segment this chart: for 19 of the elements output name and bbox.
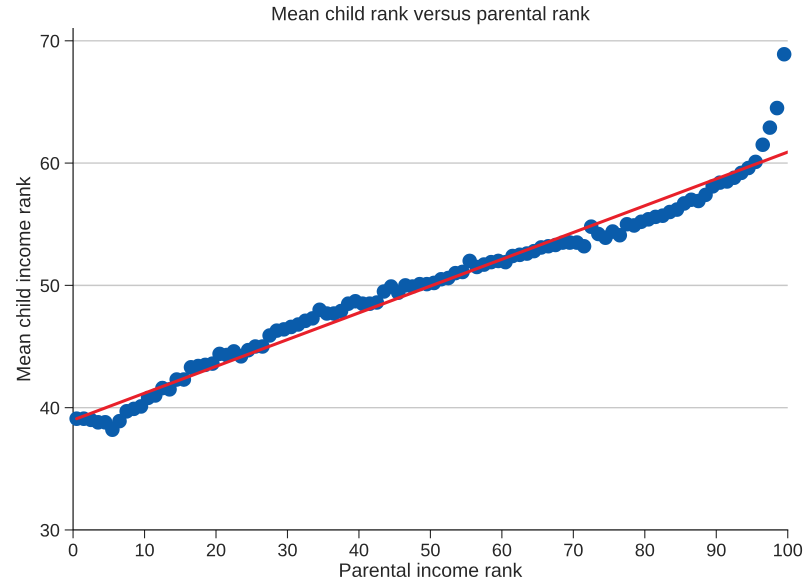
y-tick-label: 50 bbox=[40, 279, 60, 292]
chart-title: Mean child rank versus parental rank bbox=[272, 6, 590, 24]
y-tick-label: 30 bbox=[40, 524, 60, 537]
x-tick-label: 0 bbox=[68, 544, 78, 556]
y-tick-label: 60 bbox=[40, 157, 60, 170]
x-tick-label: 90 bbox=[707, 544, 726, 556]
y-tick-label: 70 bbox=[40, 34, 60, 48]
y-axis-title: Mean child income rank bbox=[16, 176, 30, 380]
x-axis-title: Parental income rank bbox=[340, 562, 522, 578]
x-tick-label: 80 bbox=[636, 544, 654, 556]
y-tick-label: 40 bbox=[40, 402, 60, 414]
x-tick-label: 60 bbox=[492, 544, 512, 556]
x-tick-label: 50 bbox=[421, 544, 440, 556]
x-tick-label: 30 bbox=[278, 544, 297, 556]
x-tick-label: 10 bbox=[136, 544, 154, 556]
x-tick-label: 100 bbox=[774, 544, 802, 556]
x-tick-label: 40 bbox=[349, 544, 368, 556]
x-tick-label: 20 bbox=[206, 544, 226, 556]
x-tick-label: 70 bbox=[564, 544, 583, 556]
